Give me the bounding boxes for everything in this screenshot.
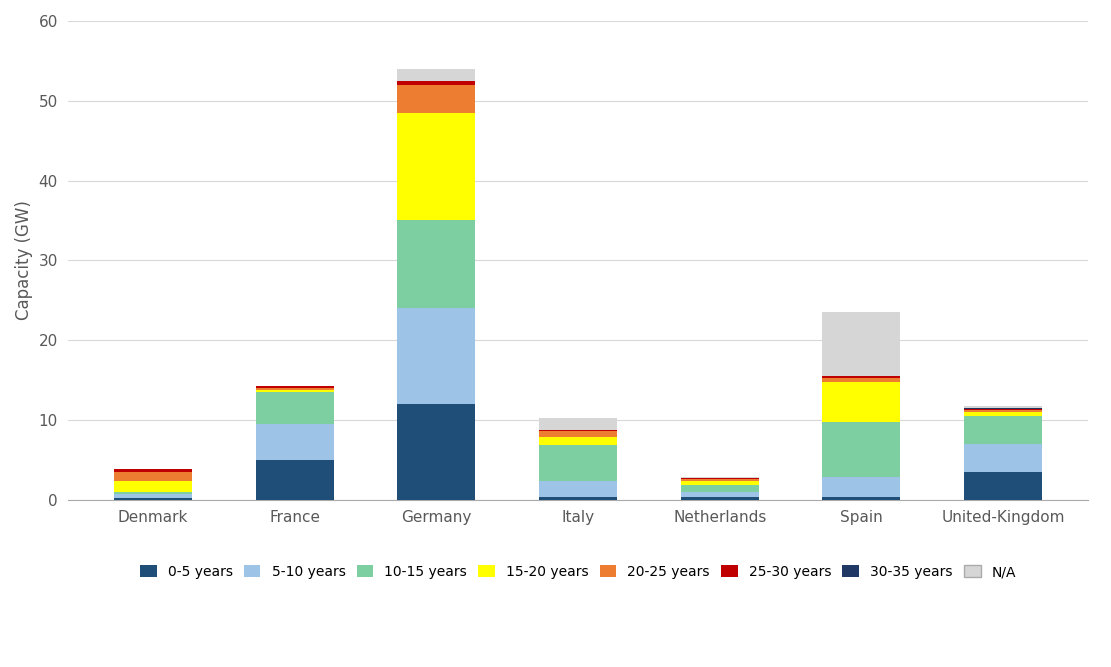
- Bar: [681, 478, 759, 479]
- Bar: [256, 388, 333, 390]
- Bar: [398, 85, 476, 113]
- Bar: [964, 416, 1042, 444]
- Bar: [398, 81, 476, 85]
- Bar: [398, 69, 476, 81]
- Bar: [964, 406, 1042, 408]
- Bar: [539, 481, 617, 497]
- Bar: [964, 472, 1042, 500]
- Bar: [539, 430, 617, 431]
- Bar: [114, 469, 192, 470]
- Bar: [822, 498, 900, 500]
- Bar: [539, 445, 617, 481]
- Bar: [114, 498, 192, 500]
- Bar: [681, 485, 759, 492]
- Bar: [681, 479, 759, 481]
- Bar: [681, 497, 759, 500]
- Bar: [822, 376, 900, 378]
- Bar: [114, 470, 192, 472]
- Legend: 0-5 years, 5-10 years, 10-15 years, 15-20 years, 20-25 years, 25-30 years, 30-35: 0-5 years, 5-10 years, 10-15 years, 15-2…: [140, 565, 1017, 579]
- Bar: [681, 492, 759, 497]
- Y-axis label: Capacity (GW): Capacity (GW): [16, 201, 33, 320]
- Bar: [822, 382, 900, 422]
- Bar: [964, 412, 1042, 416]
- Bar: [398, 308, 476, 404]
- Bar: [398, 404, 476, 500]
- Bar: [256, 392, 333, 424]
- Bar: [256, 390, 333, 392]
- Bar: [822, 312, 900, 376]
- Bar: [539, 431, 617, 437]
- Bar: [539, 418, 617, 430]
- Bar: [964, 410, 1042, 412]
- Bar: [398, 221, 476, 308]
- Bar: [114, 492, 192, 494]
- Bar: [964, 444, 1042, 472]
- Bar: [256, 386, 333, 388]
- Bar: [681, 481, 759, 485]
- Bar: [539, 497, 617, 500]
- Bar: [114, 494, 192, 498]
- Bar: [539, 437, 617, 445]
- Bar: [114, 472, 192, 482]
- Bar: [398, 113, 476, 221]
- Bar: [822, 478, 900, 498]
- Bar: [964, 409, 1042, 410]
- Bar: [114, 482, 192, 492]
- Bar: [964, 408, 1042, 409]
- Bar: [822, 378, 900, 382]
- Bar: [681, 477, 759, 478]
- Bar: [822, 422, 900, 478]
- Bar: [256, 424, 333, 460]
- Bar: [256, 460, 333, 500]
